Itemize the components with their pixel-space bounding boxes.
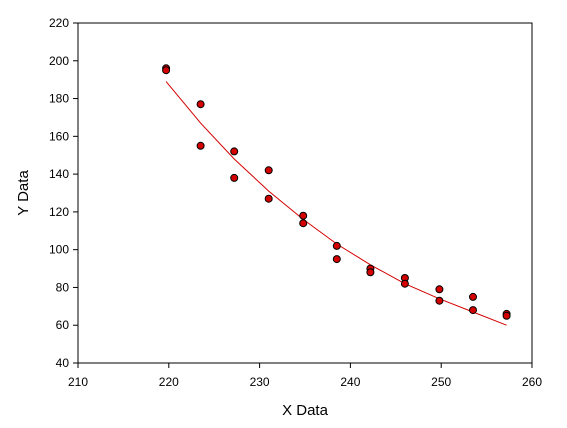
y-tick-label: 160 [49,129,69,143]
x-axis-title: X Data [282,402,329,419]
y-tick-label: 140 [49,167,69,181]
data-point [196,141,205,150]
x-tick-label: 220 [159,375,179,389]
plot-area-frame [77,22,533,364]
data-point [502,311,511,320]
data-point [469,292,477,301]
x-tick-label: 230 [250,375,270,389]
data-point [366,268,375,277]
y-axis-title: Y Data [15,170,32,216]
y-tick-label: 100 [49,243,69,257]
data-point [230,147,239,156]
x-tick-label: 250 [431,375,451,389]
data-point [230,173,239,182]
y-tick-label: 200 [49,54,69,68]
data-point [162,66,171,75]
x-tick-label: 210 [68,375,88,389]
x-tick-label: 240 [340,375,360,389]
data-point [332,241,341,250]
data-points [162,64,511,320]
data-point [435,296,444,305]
y-tick-label: 180 [49,92,69,106]
data-point [400,279,409,288]
data-point [435,285,444,294]
data-point [264,194,273,203]
y-tick-label: 80 [56,280,70,294]
y-tick-label: 60 [56,318,70,332]
y-tick-label: 40 [56,356,70,370]
fit-curve-line [165,81,507,326]
data-point [299,211,308,220]
data-point [299,219,308,228]
data-point [196,100,205,109]
data-point [469,306,477,315]
x-axis-ticks: 210 220 230 240 250 260 [68,363,542,389]
y-tick-label: 120 [49,205,69,219]
y-axis-ticks: 40 60 80 100 120 140 160 180 200 220 [49,16,78,370]
data-point [264,166,273,175]
y-tick-label: 220 [49,16,69,30]
x-tick-label: 260 [522,375,542,389]
data-point [332,255,341,264]
